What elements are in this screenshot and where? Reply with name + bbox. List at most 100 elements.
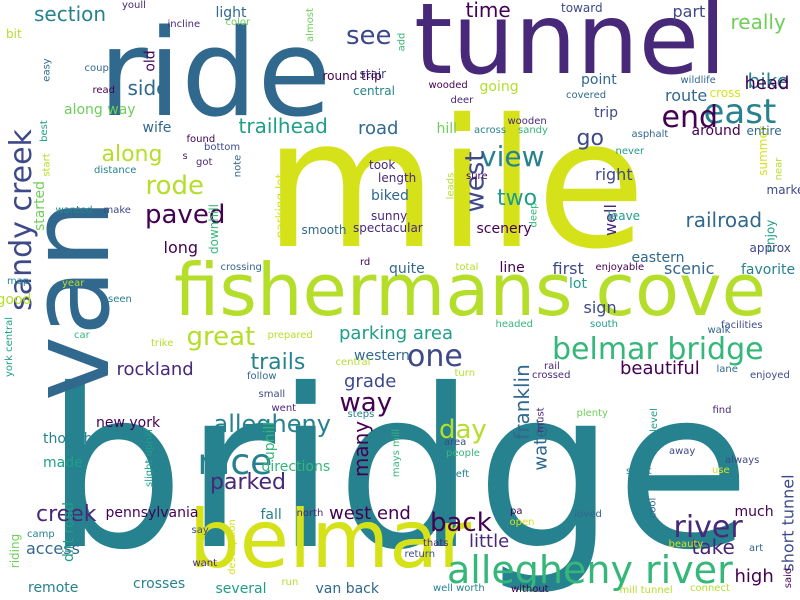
cloud-word: route <box>665 86 708 105</box>
cloud-word: lot <box>569 276 587 292</box>
cloud-word: length <box>378 171 417 185</box>
cloud-word: scenic <box>664 259 715 278</box>
cloud-word: good <box>0 292 32 308</box>
cloud-word: side <box>127 76 169 100</box>
cloud-word: prepared <box>267 330 313 341</box>
cloud-word: back <box>430 508 492 538</box>
cloud-word: sure <box>466 171 488 182</box>
cloud-word: york central <box>4 316 16 378</box>
cloud-word: going <box>479 79 519 95</box>
cloud-word: parked <box>210 470 286 495</box>
cloud-word: fall <box>260 507 282 523</box>
cloud-word: parking lot <box>272 173 287 239</box>
cloud-word: sandy <box>518 125 548 136</box>
cloud-word: allegheny river <box>447 548 733 592</box>
cloud-word: must <box>535 407 547 433</box>
cloud-word: west <box>460 151 491 213</box>
cloud-word: first <box>552 259 584 278</box>
cloud-word: started <box>32 180 49 232</box>
cloud-word: make <box>103 205 131 216</box>
cloud-word: belmar bridge <box>552 332 764 367</box>
cloud-word: art <box>749 543 764 554</box>
cloud-word: many <box>349 420 374 478</box>
cloud-word: rockland <box>116 359 194 380</box>
cloud-word: description <box>226 519 238 575</box>
cloud-word: said <box>783 567 795 589</box>
cloud-word: find <box>712 405 732 416</box>
cloud-word: nice <box>197 442 273 483</box>
cloud-word: along way <box>64 102 136 118</box>
cloud-word: rode <box>145 171 205 201</box>
cloud-word: walk <box>707 325 731 336</box>
cloud-word: parking area <box>339 323 453 344</box>
cloud-word: wooded <box>428 80 468 91</box>
cloud-word: rail <box>544 361 560 372</box>
cloud-word: area <box>444 437 467 448</box>
cloud-word: beautiful <box>620 358 700 379</box>
cloud-word: hill <box>436 121 458 137</box>
cloud-word: mays mill <box>391 428 403 478</box>
cloud-word: along <box>101 142 163 167</box>
cloud-word: several <box>215 581 267 597</box>
cloud-word: start <box>41 153 53 177</box>
cloud-word: found <box>186 134 216 145</box>
cloud-word: central <box>335 357 371 368</box>
cloud-word: creek <box>36 502 97 527</box>
cloud-word: belmar <box>189 493 472 586</box>
cloud-word: tunnel <box>414 0 727 97</box>
cloud-word: light <box>215 5 247 21</box>
cloud-word: grade <box>344 371 397 392</box>
cloud-word: scenery <box>476 221 532 237</box>
cloud-word: toward <box>561 1 603 15</box>
cloud-word: run <box>281 577 299 588</box>
cloud-word: allegheny <box>213 410 331 438</box>
cloud-word: thats <box>423 538 449 549</box>
cloud-word: year <box>62 278 85 289</box>
cloud-word: bottom <box>204 142 241 153</box>
cloud-word: went <box>271 403 297 414</box>
cloud-word: use <box>712 465 730 476</box>
cloud-word: ride <box>98 5 332 144</box>
cloud-word: east <box>703 92 777 132</box>
cloud-word: incline <box>167 19 201 30</box>
cloud-word: van back <box>315 581 379 597</box>
cloud-word: stair <box>359 67 387 81</box>
cloud-word: franklin <box>509 364 534 440</box>
cloud-word: made <box>43 455 83 471</box>
cloud-word: leave <box>607 209 641 223</box>
cloud-word: old <box>142 50 159 72</box>
cloud-word: wanted <box>55 205 93 216</box>
cloud-word: deep <box>528 202 539 228</box>
cloud-word: fishermans cove <box>174 248 766 332</box>
cloud-word: note <box>231 154 243 178</box>
cloud-word: go <box>576 126 604 151</box>
cloud-word: take <box>691 535 735 559</box>
cloud-word: see <box>346 21 392 51</box>
cloud-word: level <box>648 408 660 432</box>
cloud-word: steps <box>347 409 375 420</box>
cloud-word: want <box>192 558 218 569</box>
cloud-word: connect <box>690 583 730 594</box>
cloud-word: beauty <box>668 539 704 550</box>
cloud-word: covered <box>566 90 607 101</box>
cloud-word: long <box>163 238 199 257</box>
cloud-word: west end <box>329 503 411 524</box>
cloud-word: turn <box>454 368 476 379</box>
cloud-word: slight uphill <box>143 429 155 487</box>
cloud-word: time <box>465 0 511 22</box>
cloud-word: leads <box>444 172 456 200</box>
cloud-word: head <box>744 73 790 94</box>
cloud-word: marker <box>766 183 800 197</box>
cloud-word: riding <box>8 533 23 569</box>
cloud-word: directions <box>261 459 331 475</box>
cloud-word: central <box>353 84 395 98</box>
cloud-word: way <box>339 388 393 418</box>
cloud-word: return <box>404 549 436 560</box>
cloud-word: view <box>480 140 545 173</box>
cloud-word: really <box>730 10 786 34</box>
cloud-word: best <box>38 120 50 142</box>
cloud-word: uphill <box>262 421 279 461</box>
cloud-word: lane <box>716 364 738 375</box>
cloud-word: river <box>673 510 743 545</box>
